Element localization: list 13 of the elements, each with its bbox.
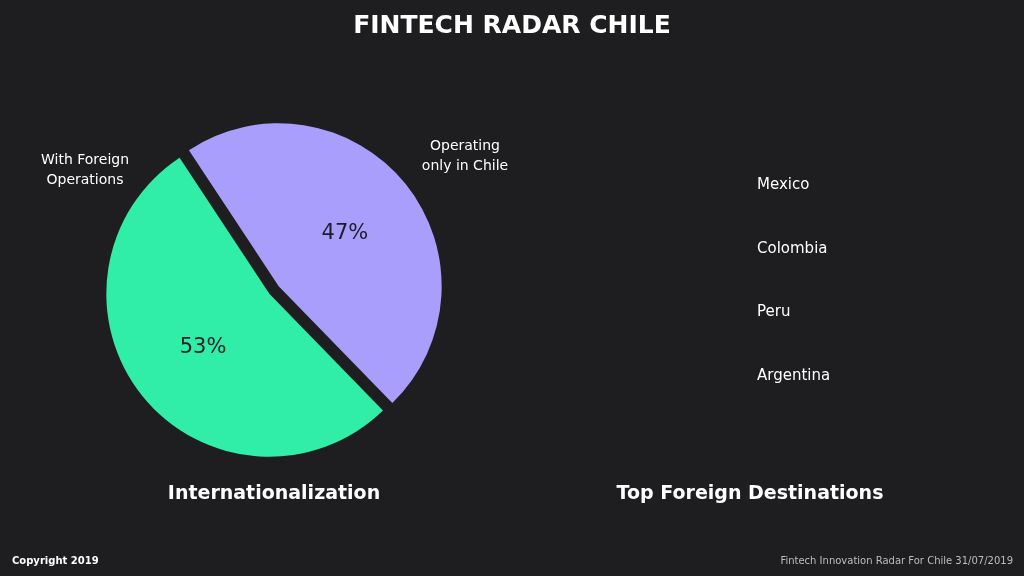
slice-label: Operating only in Chile <box>421 137 509 173</box>
category-label: Argentina <box>757 366 831 385</box>
text: Copyright 2019 <box>12 555 99 566</box>
chart-title: FINTECH RADAR CHILE <box>353 10 671 39</box>
category-label: Mexico <box>757 175 810 193</box>
text: Fintech Innovation Radar For Chile 31/07/2019 <box>780 555 1013 566</box>
category-label: Peru <box>757 302 791 321</box>
slice-label: With Foreign Operations <box>40 151 130 187</box>
text: Top Foreign Destinations <box>616 481 884 503</box>
data-label: 53% <box>179 334 227 359</box>
text: Internationalization <box>167 481 381 503</box>
category-label: Colombia <box>757 238 828 257</box>
data-label: 47% <box>321 219 369 244</box>
